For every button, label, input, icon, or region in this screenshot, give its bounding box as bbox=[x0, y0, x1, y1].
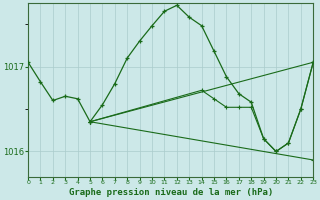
X-axis label: Graphe pression niveau de la mer (hPa): Graphe pression niveau de la mer (hPa) bbox=[68, 188, 273, 197]
